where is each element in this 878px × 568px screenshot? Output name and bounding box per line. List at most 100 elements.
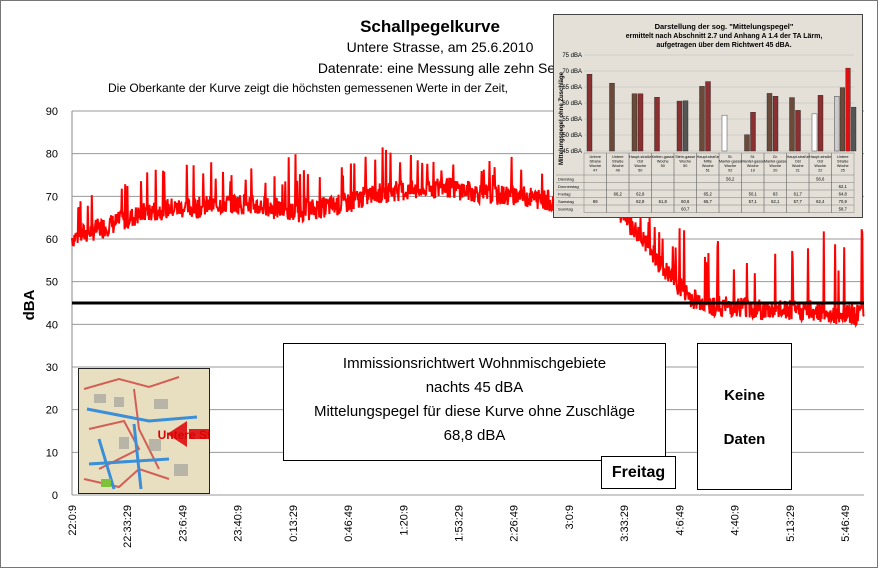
- inset-bar: [851, 106, 857, 152]
- x-tick-label: 5:46:49: [840, 505, 852, 542]
- inset-column-header: Woche: [769, 164, 781, 168]
- y-tick-label: 30: [46, 362, 58, 374]
- x-tick-label: 0:13:29: [288, 505, 300, 542]
- inset-cell-value: 56,6: [816, 177, 825, 182]
- inset-title-line2: ermittelt nach Abschnitt 2.7 und Anhang …: [626, 33, 823, 40]
- y-tick-label: 60: [46, 234, 58, 246]
- inset-column-header: Stein-gasse: [675, 155, 695, 159]
- inset-column-header: Untere: [837, 155, 848, 159]
- series-lines: [71, 144, 865, 329]
- inset-column-header: Haupt-straße: [809, 155, 831, 159]
- y-tick-label: 50: [46, 277, 58, 289]
- inset-bar: [817, 95, 824, 152]
- y-tick-label: 70: [46, 191, 58, 203]
- inset-column-header: Untere: [590, 155, 601, 159]
- inset-column-header: Straße: [590, 160, 601, 164]
- y-tick-label: 10: [46, 447, 58, 459]
- inset-column-header: 19: [751, 169, 755, 173]
- inset-bar: [772, 96, 779, 152]
- inset-bar: [609, 82, 615, 152]
- inset-column-header: Gr.: [773, 155, 778, 159]
- no-data-line-2: Daten: [723, 431, 766, 448]
- inset-cell-value: 50,1: [749, 192, 758, 197]
- sound-level-series: [71, 144, 865, 329]
- inset-bar: [586, 74, 593, 152]
- inset-cell-value: 62,4: [816, 199, 825, 204]
- inset-y-tick-label: 45 dBA: [562, 149, 582, 155]
- inset-cell-value: 62,9: [636, 192, 645, 197]
- x-tick-label: 2:26:49: [509, 505, 521, 542]
- inset-y-tick-label: 50 dBA: [562, 133, 582, 139]
- inset-column-header: Mantel-gasse: [719, 160, 742, 164]
- x-tick-label: 1:53:29: [454, 505, 466, 542]
- chart-title: Schallpegelkurve: [360, 17, 500, 36]
- inset-row-label: Samstag: [558, 199, 574, 204]
- inset-cell-value: 65,2: [704, 192, 713, 197]
- inset-column-header: 50: [683, 164, 687, 168]
- inset-cell-value: 66,2: [614, 192, 623, 197]
- inset-column-header: St.: [750, 155, 755, 159]
- note-line-4: 68,8 dBA: [443, 427, 506, 444]
- x-tick-label: 0:46:49: [343, 505, 355, 542]
- inset-y-ticks: 45 dBA 50 dBA 55 dBA 60 dBA 65 dBA 70 dBA 75 d…: [562, 53, 854, 155]
- inset-bar: [744, 134, 750, 152]
- inset-column-header: 50: [638, 169, 642, 173]
- inset-cell-value: 60,7: [681, 207, 690, 212]
- note-line-1: Immissionsrichtwert Wohnmischgebiete: [342, 355, 607, 372]
- limit-value-note: Immissionsrichtwert Wohnmischgebiete nac…: [283, 343, 666, 461]
- inset-column-header: Ost: [817, 160, 824, 164]
- x-tick-label: 1:20:9: [398, 505, 410, 536]
- inset-column-header: Haupt-straße: [697, 155, 719, 159]
- no-data-line-1: Keine: [724, 387, 765, 404]
- inset-column-header: Straße: [837, 160, 848, 164]
- inset-averages-chart: Darstellung der sog. "Mittelungspegel" e…: [553, 14, 863, 218]
- inset-cell-value: 70,9: [839, 199, 848, 204]
- inset-column-header: Mantel-gasse: [741, 160, 764, 164]
- inset-column-header: Straße: [612, 160, 623, 164]
- inset-bar: [637, 93, 644, 152]
- y-axis-label: dBA: [21, 289, 38, 320]
- inset-column-header: Woche: [634, 164, 646, 168]
- inset-column-header: Haupt-straße: [787, 155, 809, 159]
- inset-y-tick-label: 65 dBA: [562, 85, 582, 91]
- inset-bar: [705, 81, 711, 152]
- inset-cell-value: 69: [593, 199, 598, 204]
- inset-bar: [631, 93, 638, 152]
- inset-cell-value: 64,8: [839, 192, 848, 197]
- x-tick-label: 23:6:49: [177, 505, 189, 542]
- inset-bar: [750, 112, 756, 152]
- inset-cell-value: 62,9: [636, 199, 645, 204]
- inset-column-header: Woche: [837, 164, 849, 168]
- y-tick-label: 0: [52, 490, 58, 502]
- inset-title-line3: aufgetragen über dem Richtwert 45 dBA.: [656, 42, 791, 49]
- inset-column-header: Woche: [724, 164, 736, 168]
- x-tick-label: 22:0:9: [67, 505, 79, 536]
- weekday-label: Freitag: [601, 456, 676, 489]
- inset-cell-value: 66,7: [704, 199, 713, 204]
- inset-title-line1: Darstellung der sog. "Mittelungspegel": [655, 22, 794, 31]
- inset-bar: [834, 96, 840, 152]
- map-street-label: Untere Straße: [158, 428, 209, 442]
- no-data-box: Keine Daten: [697, 343, 792, 490]
- inset-column-header: 50: [661, 164, 665, 168]
- x-tick-label: 3:0:9: [564, 505, 576, 529]
- inset-bar: [845, 67, 851, 152]
- street-map-thumbnail: Untere Straße: [78, 368, 210, 494]
- inset-column-header: Haupt-straße: [629, 155, 651, 159]
- arrow-icon: [167, 421, 187, 447]
- inset-y-tick-label: 75 dBA: [562, 53, 582, 59]
- inset-column-header: Untere: [612, 155, 623, 159]
- inset-column-header: Woche: [612, 164, 624, 168]
- x-tick-label: 3:33:29: [619, 505, 631, 542]
- inset-table-column: [831, 152, 855, 213]
- inset-column-header: 22: [818, 169, 822, 173]
- inset-bar: [795, 110, 801, 152]
- note-line-3: Mittelungspegel für diese Kurve ohne Zus…: [313, 403, 636, 420]
- inset-bar: [811, 113, 818, 152]
- inset-column-header: 25: [841, 169, 845, 173]
- inset-bar: [721, 114, 728, 152]
- inset-column-header: Ost: [795, 160, 802, 164]
- inset-table: UntereStraßeWoche47UntereStraßeWoche49Ha…: [556, 152, 855, 213]
- inset-column-header: 47: [593, 169, 597, 173]
- inset-column-header: Ketten-gasse: [652, 155, 674, 159]
